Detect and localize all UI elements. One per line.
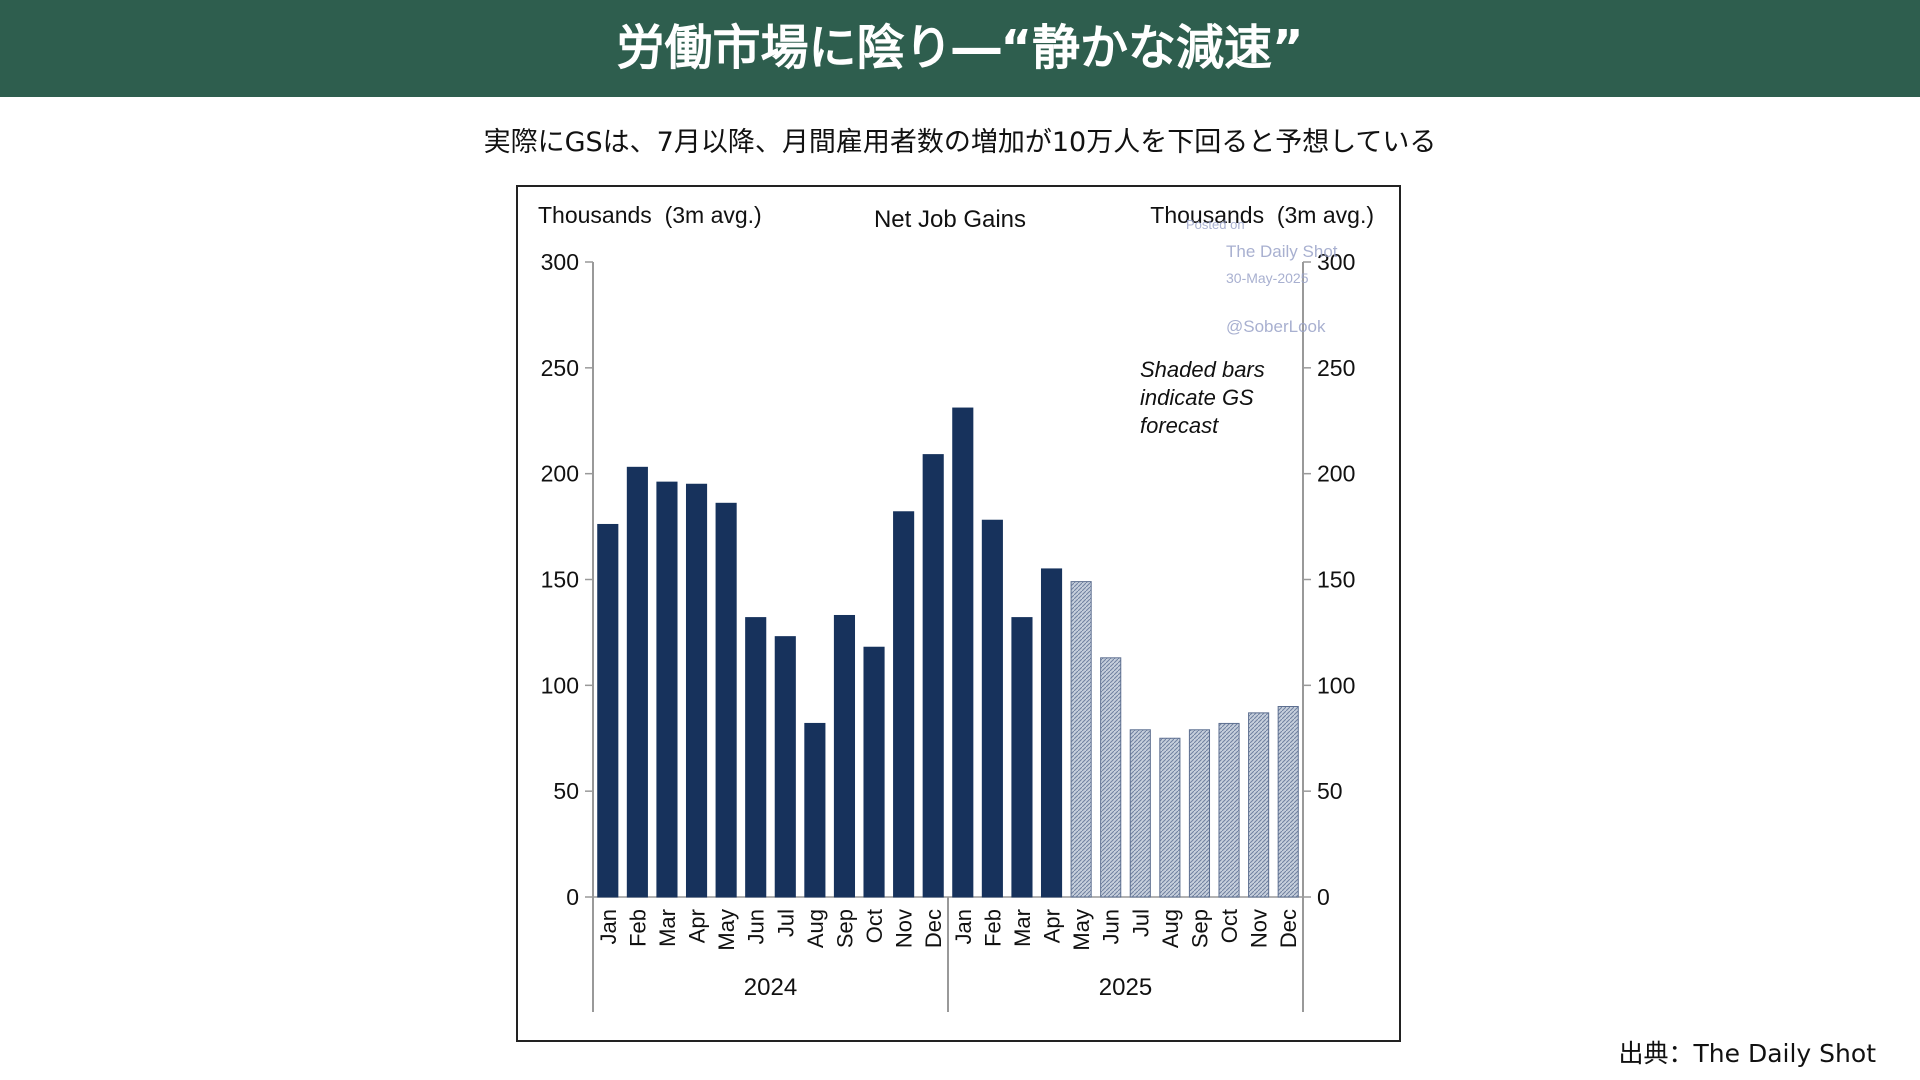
- x-tick-label: Apr: [1040, 909, 1065, 943]
- left-tick-label: 0: [566, 884, 579, 910]
- annotation-line: forecast: [1140, 413, 1219, 438]
- left-tick-label: 250: [541, 355, 579, 381]
- right-tick-label: 50: [1317, 778, 1343, 804]
- year-label: 2024: [744, 974, 797, 1001]
- actual-bar: [715, 502, 737, 898]
- actual-bar: [922, 454, 944, 898]
- actual-bar: [1011, 617, 1033, 898]
- watermark-line: The Daily Shot: [1226, 242, 1338, 261]
- actual-bar: [863, 646, 885, 898]
- x-tick-label: Jan: [951, 909, 976, 944]
- x-tick-label: Feb: [980, 909, 1005, 947]
- actual-bar: [1040, 568, 1063, 898]
- actual-bar: [981, 519, 1003, 898]
- right-tick-label: 0: [1317, 884, 1330, 910]
- actual-bar: [597, 523, 619, 898]
- x-tick-label: Oct: [1217, 909, 1242, 943]
- right-tick-label: 250: [1317, 355, 1355, 381]
- actual-bar: [626, 466, 648, 898]
- x-tick-label: Oct: [862, 909, 887, 943]
- watermark-line: 30-May-2025: [1226, 270, 1309, 286]
- forecast-bar: [1218, 722, 1240, 898]
- x-tick-label: May: [1069, 909, 1094, 951]
- left-axis-label: Thousands (3m avg.): [538, 202, 762, 228]
- left-tick-label: 100: [541, 672, 579, 698]
- watermark-line: @SoberLook: [1226, 317, 1326, 336]
- x-tick-label: Nov: [892, 909, 917, 948]
- forecast-bar: [1159, 737, 1181, 898]
- forecast-bar: [1100, 657, 1122, 898]
- actual-bar: [833, 614, 856, 898]
- x-tick-label: Dec: [921, 909, 946, 948]
- x-tick-label: May: [714, 909, 739, 951]
- forecast-annotation: Shaded bars indicate GS forecast: [1140, 357, 1265, 438]
- forecast-bar: [1277, 706, 1299, 898]
- forecast-bar: [1248, 712, 1270, 898]
- x-tick-label: Sep: [832, 909, 857, 948]
- header-bar: 労働市場に陰り―“静かな減速”: [0, 0, 1920, 97]
- forecast-bar: [1188, 729, 1211, 898]
- x-tick-label: Nov: [1247, 909, 1272, 948]
- left-tick-label: 150: [541, 567, 579, 593]
- x-tick-label: Feb: [625, 909, 650, 947]
- watermark: Posted on The Daily Shot 30-May-2025 @Sober…: [1186, 217, 1338, 336]
- right-tick-label: 150: [1317, 567, 1355, 593]
- x-tick-label: Jun: [1099, 909, 1124, 944]
- x-tick-label: Jan: [596, 909, 621, 944]
- x-tick-label: Sep: [1187, 909, 1212, 948]
- x-tick-label: Aug: [803, 909, 828, 948]
- left-tick-label: 200: [541, 461, 579, 487]
- left-tick-label: 300: [541, 249, 579, 275]
- actual-bar: [656, 481, 678, 898]
- year-label: 2025: [1099, 974, 1152, 1001]
- right-tick-label: 200: [1317, 461, 1355, 487]
- right-tick-label: 300: [1317, 249, 1355, 275]
- forecast-bar: [1070, 581, 1092, 898]
- chart-title: Net Job Gains: [874, 206, 1026, 233]
- x-tick-label: Dec: [1276, 909, 1301, 948]
- actual-bar: [804, 722, 826, 898]
- page-title: 労働市場に陰り―“静かな減速”: [616, 20, 1304, 76]
- actual-bar: [952, 407, 974, 898]
- right-axis-label: Thousands (3m avg.): [1150, 202, 1374, 228]
- right-tick-label: 100: [1317, 672, 1355, 698]
- actual-bar: [745, 617, 767, 898]
- left-tick-label: 50: [553, 778, 579, 804]
- x-tick-label: Apr: [685, 909, 710, 943]
- x-tick-label: Mar: [1010, 909, 1035, 947]
- x-tick-label: Mar: [655, 909, 680, 947]
- annotation-line: indicate GS: [1140, 385, 1254, 410]
- x-tick-label: Jun: [744, 909, 769, 944]
- actual-bar: [685, 483, 708, 898]
- chart-frame: 0 0 50 50 100 100 150 150 200 200 250 250 300 300 Jan F…: [516, 185, 1401, 1042]
- x-tick-label: Aug: [1158, 909, 1183, 948]
- slide-subtitle: 実際にGSは、7月以降、月間雇用者数の増加が10万人を下回ると予想している: [483, 127, 1437, 158]
- actual-bar: [893, 511, 915, 898]
- x-tick-label: Jul: [1128, 909, 1153, 937]
- forecast-bar: [1129, 729, 1151, 898]
- source-credit: 出典：The Daily Shot: [1618, 1039, 1876, 1068]
- actual-bar: [774, 636, 796, 898]
- watermark-line: Posted on: [1186, 217, 1245, 232]
- annotation-line: Shaded bars: [1140, 357, 1265, 382]
- x-tick-label: Jul: [773, 909, 798, 937]
